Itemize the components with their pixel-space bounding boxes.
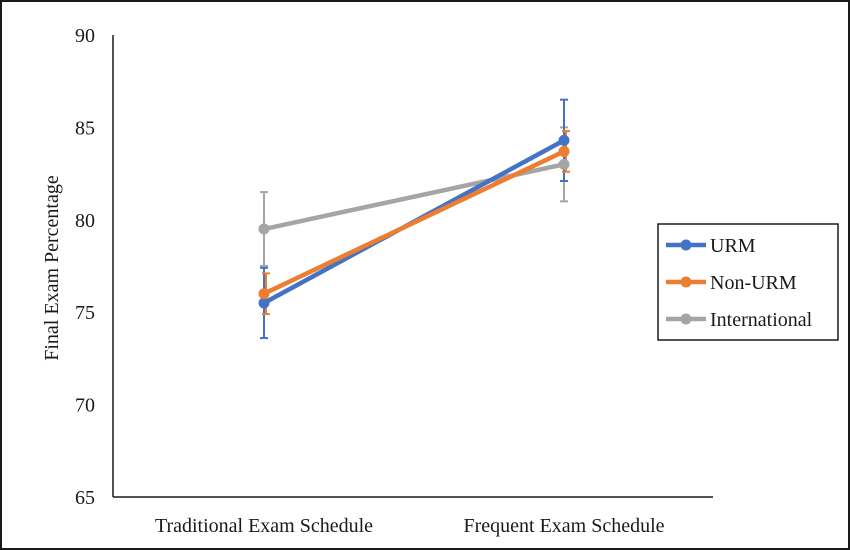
data-point-international <box>558 158 570 170</box>
data-point-non-urm <box>258 288 270 300</box>
series-lines <box>258 134 570 309</box>
x-tick-label: Traditional Exam Schedule <box>155 515 373 537</box>
y-tick-label: 75 <box>75 302 95 324</box>
y-tick-label: 80 <box>75 210 95 232</box>
y-axis-title: Final Exam Percentage <box>41 175 63 361</box>
data-point-international <box>258 223 270 235</box>
axes: 65 70 75 80 85 90 Traditional Exam Schedule Fre… <box>75 25 713 537</box>
data-point-non-urm <box>558 145 570 157</box>
legend-marker-non-urm <box>680 276 692 288</box>
data-point-urm <box>258 297 270 309</box>
y-tick-label: 90 <box>75 25 95 47</box>
legend-marker-urm <box>680 239 692 251</box>
legend: URM Non-URM International <box>657 223 839 341</box>
y-tick-label: 65 <box>75 487 95 509</box>
y-tick-label: 70 <box>75 395 95 417</box>
legend-marker-international <box>680 313 692 325</box>
data-point-urm <box>558 134 570 146</box>
x-tick-label: Frequent Exam Schedule <box>463 515 664 537</box>
legend-label-international: International <box>710 309 813 331</box>
legend-label-non-urm: Non-URM <box>710 272 797 294</box>
series-line-non-urm <box>261 149 567 296</box>
y-tick-label: 85 <box>75 117 95 139</box>
legend-label-urm: URM <box>710 235 756 257</box>
